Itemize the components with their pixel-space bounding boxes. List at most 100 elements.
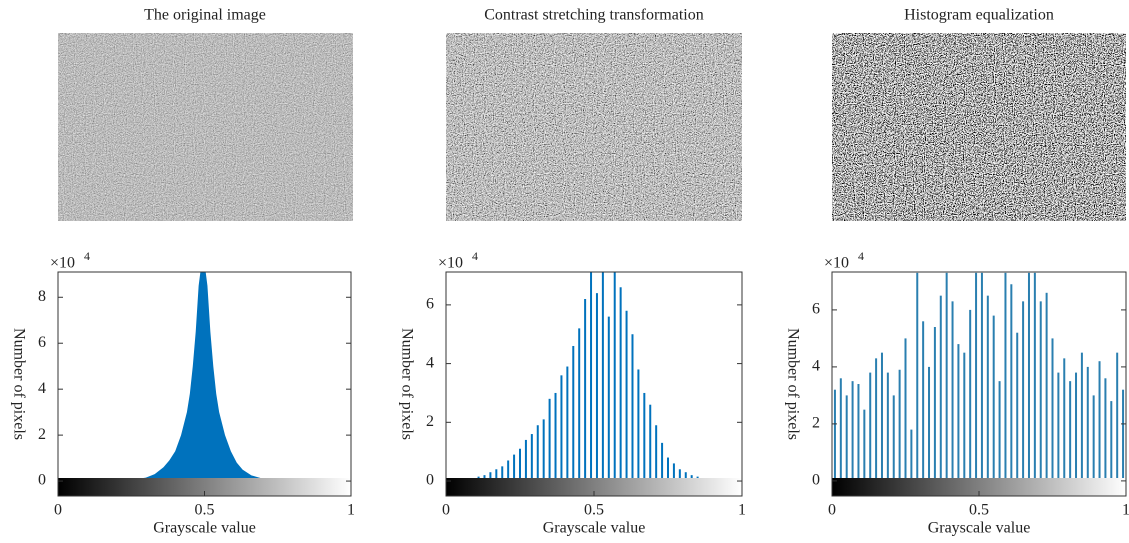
histogram-bar <box>839 378 842 481</box>
y-axis-label: Number of pixels <box>10 328 27 440</box>
gray-colorbar <box>58 478 351 496</box>
histogram-bar <box>939 295 942 481</box>
histogram-bar <box>667 457 669 482</box>
histogram-bar <box>548 398 551 482</box>
histogram-bar <box>590 272 593 482</box>
histogram-area <box>116 272 293 482</box>
plot-background <box>446 272 742 496</box>
histogram-bar <box>1092 395 1095 481</box>
original-image <box>58 33 353 221</box>
histogram-bar <box>1022 301 1025 481</box>
axis-multiplier-exponent: 4 <box>472 249 478 263</box>
histogram-bar <box>530 434 533 482</box>
histogram-bar <box>524 439 527 482</box>
histogram-bar <box>536 425 539 482</box>
histogram-bar <box>643 392 646 482</box>
histogram-bar <box>886 372 889 481</box>
y-tick-label: 6 <box>812 301 820 318</box>
histogram-bar <box>1057 372 1060 481</box>
histogram-bar <box>928 366 931 481</box>
histogram-bar <box>1004 272 1007 481</box>
histogram-bar <box>613 272 616 482</box>
y-tick-label: 2 <box>812 415 820 432</box>
histogram-bar <box>578 328 581 482</box>
histogram-bar <box>519 448 521 482</box>
x-tick-label: 0 <box>54 502 62 519</box>
histogram-bar <box>980 272 983 481</box>
histogram-bar <box>607 316 610 482</box>
histogram-bar <box>1080 352 1083 481</box>
axis-multiplier-exponent: 4 <box>84 249 90 263</box>
x-tick-label: 0.5 <box>969 502 989 519</box>
histogram-bar <box>916 272 919 481</box>
plot-marks <box>116 272 293 482</box>
gray-colorbar <box>832 478 1126 496</box>
y-axis-label: Number of pixels <box>784 328 801 440</box>
y-tick-label: 6 <box>426 296 434 313</box>
histogram-bar <box>1116 352 1119 481</box>
histogram-bar <box>845 395 848 481</box>
y-tick-label: 8 <box>38 288 46 305</box>
gray-colorbar <box>446 478 742 496</box>
histogram-bar <box>1075 372 1078 481</box>
axis-multiplier: ×10 <box>824 255 849 272</box>
y-tick-label: 0 <box>812 472 820 489</box>
histogram-bar <box>554 392 557 482</box>
histogram-bar <box>584 299 587 482</box>
histogram-bar <box>957 344 960 481</box>
y-tick-label: 0 <box>38 472 46 489</box>
plot-marks <box>459 272 729 482</box>
histogram-bar <box>969 309 972 481</box>
histogram-bar <box>869 372 872 481</box>
panel-title: The original image <box>144 7 266 24</box>
y-tick-label: 2 <box>38 426 46 443</box>
histogram-bar <box>1010 284 1013 481</box>
x-tick-label: 0.5 <box>584 502 604 519</box>
histogram-bar <box>601 272 604 482</box>
histogram-bar <box>1033 272 1036 481</box>
histogram-bar <box>501 466 504 482</box>
histogram-bar <box>631 334 634 482</box>
axis-multiplier-exponent: 4 <box>858 249 864 263</box>
histogram-bar <box>678 469 681 482</box>
x-tick-label: 0 <box>442 502 450 519</box>
histogram-bar <box>1086 366 1089 481</box>
histogram-bar <box>1110 401 1113 481</box>
y-tick-label: 4 <box>812 358 820 375</box>
histogram-bar <box>933 327 936 481</box>
equalized-image <box>832 33 1126 221</box>
histogram-bar <box>489 472 492 482</box>
histogram-bar <box>880 352 883 481</box>
y-tick-label: 0 <box>426 472 434 489</box>
histogram-bar <box>1063 358 1066 481</box>
histogram-bar <box>637 369 640 482</box>
x-tick-label: 0.5 <box>195 502 215 519</box>
histogram-bar <box>672 463 675 482</box>
histogram-bar <box>1104 378 1107 481</box>
histogram-bar <box>619 287 622 482</box>
panel-title: Histogram equalization <box>904 7 1054 24</box>
histogram-bar <box>898 369 901 481</box>
histogram-bar <box>998 381 1001 481</box>
plot-marks <box>833 272 1125 481</box>
histogram-bar <box>595 293 598 482</box>
x-tick-label: 1 <box>738 502 746 519</box>
histogram-bar <box>1045 292 1048 481</box>
histogram-bar <box>655 425 658 482</box>
histogram-bar <box>963 352 966 481</box>
histogram-bar <box>875 358 878 481</box>
histogram-bar <box>851 381 854 481</box>
histogram-bar <box>1098 361 1101 481</box>
x-axis-label: Grayscale value <box>928 520 1031 537</box>
y-axis-label: Number of pixels <box>398 328 415 440</box>
histogram-bar <box>495 469 498 482</box>
panel-title: Contrast stretching transformation <box>484 7 704 24</box>
histogram-bar <box>945 272 948 481</box>
x-tick-label: 1 <box>1122 502 1129 519</box>
x-axis-label: Grayscale value <box>543 520 646 537</box>
histogram-bar <box>863 409 866 481</box>
histogram-bar <box>992 315 995 481</box>
stretched-image <box>446 33 742 221</box>
histogram-bar <box>572 345 575 482</box>
